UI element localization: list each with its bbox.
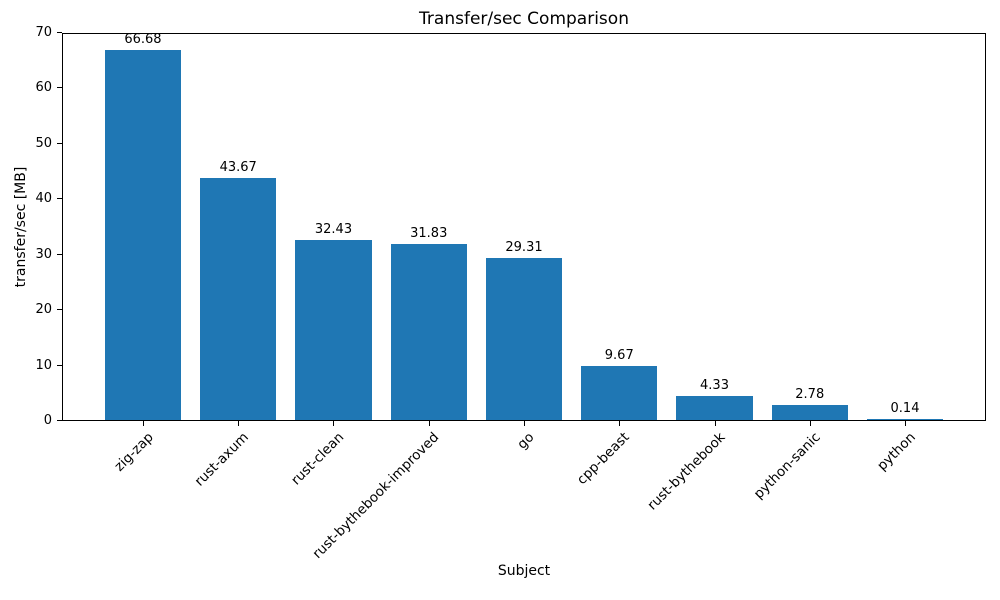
y-tick-mark [57,420,62,421]
x-tick-mark [809,421,811,426]
x-tick-label-cpp-beast: cpp-beast [574,429,633,488]
y-tick-label: 50 [35,135,52,151]
y-tick-label: 30 [35,246,52,262]
y-tick-mark [57,87,62,89]
bar-value-label: 9.67 [604,348,634,363]
bar-python [866,419,944,420]
bar-value-label: 4.33 [700,378,729,393]
x-tick-label-go: go [514,429,538,453]
x-tick-label-rust-clean: rust-clean [287,429,348,489]
x-tick-label-zig-zap: zig-zap [111,429,157,475]
bar-value-label: 0.14 [890,401,920,416]
x-tick-mark [428,421,430,426]
x-tick-label-python: python [873,429,919,475]
x-tick-label-rust-axum: rust-axum [191,429,252,490]
y-tick-label: 20 [35,302,52,318]
x-tick-mark [238,421,240,426]
bar-go [485,258,563,420]
x-tick-mark [524,421,525,426]
bar-value-label: 2.78 [795,387,825,402]
y-tick-label: 0 [43,413,52,428]
y-tick-mark [57,309,62,311]
plot-area [62,33,986,421]
bar-rust-bythebook [676,396,753,420]
y-tick-mark [57,32,62,33]
bar-python-sanic [771,405,848,420]
chart-title: Transfer/sec Comparison [419,9,629,29]
bar-rust-axum [200,178,277,420]
y-tick-mark [57,253,62,255]
x-tick-mark [619,421,621,426]
x-tick-label-python-sanic: python-sanic [750,429,824,503]
x-axis-label: Subject [497,563,551,579]
y-axis-label: transfer/sec [MB] [13,166,29,288]
x-tick-mark [142,421,144,426]
x-tick-mark [333,421,335,426]
y-tick-mark [57,198,62,200]
y-tick-label: 10 [35,357,52,373]
y-tick-mark [57,142,62,144]
y-tick-label: 70 [35,25,52,40]
bar-value-label: 43.67 [219,160,257,175]
bar-value-label: 66.68 [124,32,162,47]
x-tick-mark [714,421,716,426]
bar-value-label: 32.43 [314,222,353,237]
bar-value-label: 29.31 [505,240,543,255]
y-tick-label: 60 [35,80,52,96]
x-tick-mark [905,421,907,426]
bar-cpp-beast [581,366,658,420]
bar-rust-bythebook-improved [390,244,467,420]
bar-zig-zap [104,50,182,420]
bar-value-label: 31.83 [410,226,448,241]
bar-rust-clean [295,240,372,420]
y-tick-mark [57,364,62,366]
x-tick-label-rust-bythebook: rust-bythebook [644,429,729,514]
y-tick-label: 40 [35,191,52,207]
